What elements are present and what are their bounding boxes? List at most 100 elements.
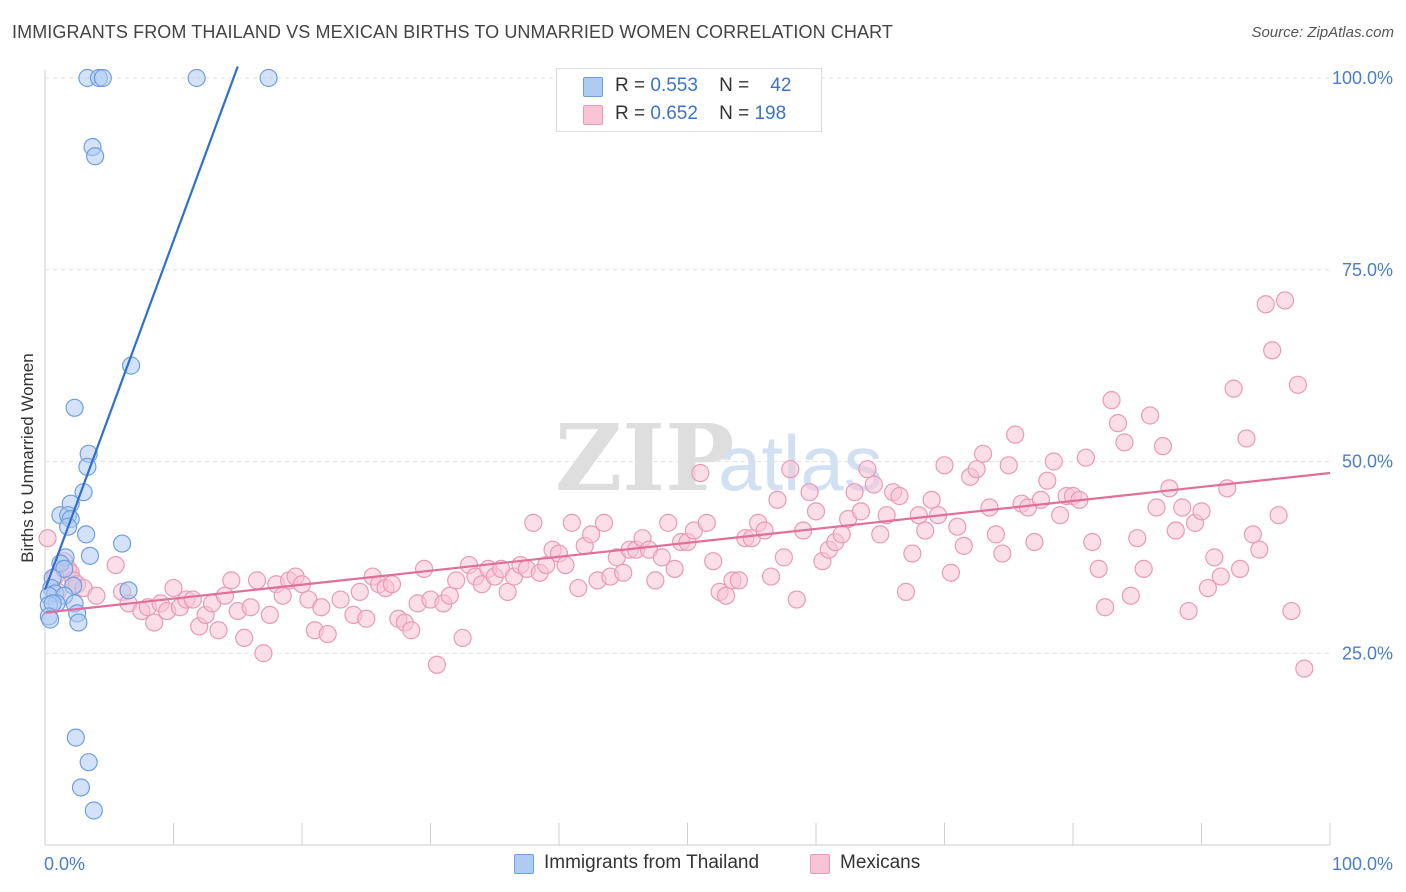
- mexicans-point: [440, 586, 459, 605]
- mexicans-point: [350, 582, 369, 601]
- mexicans-point: [1044, 452, 1063, 471]
- mexicans-point: [1275, 291, 1295, 310]
- mexicans-point: [318, 624, 337, 644]
- mexicans-point: [1224, 379, 1243, 398]
- mexicans-point: [614, 563, 633, 582]
- mexicans-point: [562, 513, 581, 532]
- mexicans-point: [922, 490, 941, 509]
- mexicans-point: [87, 586, 106, 605]
- mexicans-point: [1166, 521, 1185, 540]
- mexicans-point: [1192, 502, 1211, 521]
- mexicans-point: [1102, 391, 1121, 410]
- mexicans-point: [864, 475, 883, 494]
- mexicans-point: [716, 586, 736, 605]
- thailand-point: [77, 525, 96, 544]
- thailand-point: [119, 581, 138, 600]
- legend-n-label: N =: [719, 103, 750, 124]
- mexicans-point: [768, 490, 787, 509]
- mexicans-point: [967, 460, 986, 479]
- mexicans-point: [241, 598, 260, 617]
- thailand-point: [259, 68, 278, 88]
- mexicans-point: [845, 483, 864, 502]
- mexicans-point: [382, 575, 402, 594]
- thailand-point: [112, 534, 132, 553]
- bottom-legend-swatch-thailand: [514, 854, 534, 874]
- mexicans-point: [594, 513, 614, 532]
- mexicans-point: [1230, 559, 1250, 578]
- mexicans-point: [1269, 506, 1288, 525]
- mexicans-point: [1134, 559, 1153, 578]
- thailand-point: [84, 801, 103, 820]
- mexicans-point: [1096, 598, 1115, 617]
- mexicans-point: [903, 544, 922, 563]
- mexicans-point: [524, 513, 543, 532]
- mexicans-point: [806, 502, 826, 521]
- x-tick-label: 0.0%: [44, 854, 85, 874]
- mexicans-point: [941, 563, 961, 582]
- mexicans-point: [1025, 532, 1044, 552]
- mexicans-point: [755, 521, 774, 540]
- watermark-zip: ZIP: [555, 404, 734, 512]
- mexicans-point: [1237, 429, 1256, 448]
- mexicans-point: [427, 655, 447, 674]
- mexicans-point: [858, 460, 877, 479]
- mexicans-point: [1115, 433, 1134, 452]
- y-tick-label: 50.0%: [1342, 452, 1393, 472]
- mexicans-point: [357, 609, 376, 628]
- mexicans-point: [1282, 601, 1301, 621]
- legend-n-value: 198: [754, 103, 787, 124]
- legend-swatch-thailand: [583, 77, 603, 97]
- mexicans-point: [1076, 448, 1095, 467]
- mexicans-point: [851, 502, 871, 521]
- y-tick-label: 75.0%: [1342, 260, 1393, 280]
- mexicans-point: [145, 613, 164, 632]
- mexicans-point: [447, 571, 466, 590]
- chart-source: Source: ZipAtlas.com: [1251, 24, 1394, 41]
- mexicans-point: [909, 506, 928, 525]
- y-tick-label: 25.0%: [1342, 643, 1393, 663]
- mexicans-point: [254, 644, 273, 663]
- mexicans-point: [1083, 532, 1102, 552]
- legend-r-label: R =: [615, 75, 646, 96]
- mexicans-point: [935, 456, 954, 475]
- mexicans-point: [832, 525, 851, 544]
- mexicans-point: [1243, 525, 1263, 544]
- mexicans-point: [1121, 586, 1140, 605]
- mexicans-point: [729, 571, 749, 590]
- thailand-point: [66, 728, 85, 747]
- mexicans-point: [659, 513, 678, 532]
- mexicans-point: [916, 521, 935, 540]
- mexicans-point: [1198, 578, 1218, 598]
- mexicans-point: [1051, 506, 1070, 525]
- mexicans-point: [1128, 529, 1147, 548]
- mexicans-point: [999, 456, 1018, 475]
- mexicans-point: [247, 571, 267, 590]
- mexicans-point: [890, 486, 909, 506]
- mexicans-point: [761, 567, 781, 586]
- legend-n-label: N =: [719, 75, 750, 96]
- mexicans-point: [1211, 567, 1230, 586]
- mexicans-point: [106, 555, 125, 575]
- tick-labels: 25.0% 50.0% 75.0% 100.0% 0.0% 100.0%: [44, 68, 1393, 874]
- mexicans-point: [1153, 437, 1173, 456]
- mexicans-point: [582, 525, 601, 544]
- bottom-legend: Immigrants from Thailand Mexicans: [0, 852, 1406, 878]
- mexicans-point: [222, 571, 241, 590]
- mexicans-point: [993, 544, 1012, 563]
- mexicans-point: [235, 628, 254, 648]
- mexicans-point: [312, 598, 331, 617]
- mexicans-point: [569, 578, 588, 598]
- mexicans-point: [402, 621, 421, 640]
- chart-title: IMMIGRANTS FROM THAILAND VS MEXICAN BIRT…: [12, 22, 893, 42]
- mexicans-point: [556, 555, 575, 575]
- legend: R = 0.553 N = 42 R = 0.652 N = 198: [556, 68, 822, 132]
- mexicans-point: [260, 605, 279, 625]
- axes: [44, 70, 1331, 846]
- legend-r-value: 0.553: [650, 75, 698, 96]
- mexicans-point: [691, 463, 710, 483]
- thailand-point: [80, 546, 100, 565]
- mexicans-point: [986, 525, 1006, 544]
- mexicans-trend-line: [44, 471, 1331, 614]
- mexicans-point: [973, 444, 993, 463]
